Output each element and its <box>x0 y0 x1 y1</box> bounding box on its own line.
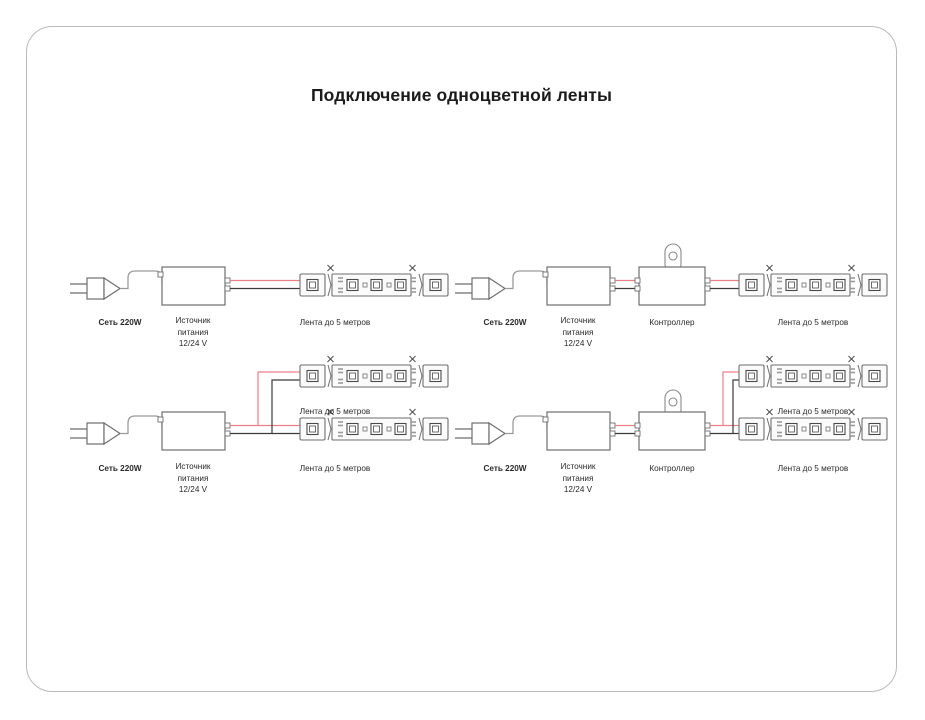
page-title: Подключение одноцветной ленты <box>311 85 612 105</box>
label-mains: Сеть 220W <box>483 464 527 473</box>
label-mains: Сеть 220W <box>483 318 527 327</box>
power-plug-icon <box>70 270 163 301</box>
label-psu-line1: Источник <box>175 316 211 325</box>
power-plug-icon <box>70 415 163 446</box>
led-strip-icon <box>738 273 888 297</box>
led-strip-icon <box>299 273 449 297</box>
controller-icon <box>634 266 711 306</box>
label-psu-line2: питания <box>177 473 209 483</box>
label-psu-line1: Источник <box>560 462 596 471</box>
label-controller: Контроллер <box>649 318 695 327</box>
label-psu-voltage: 12/24 V <box>178 485 208 494</box>
ir-remote-icon <box>664 389 682 419</box>
wire-negative-branch <box>230 379 300 435</box>
cut-mark-icon <box>327 264 416 272</box>
label-psu-line1: Источник <box>560 316 596 325</box>
power-supply-icon <box>542 411 616 451</box>
led-strip-icon-lower <box>299 408 449 441</box>
label-psu-line2: питания <box>562 473 594 483</box>
diagram-card: Подключение одноцветной ленты <box>26 26 897 692</box>
label-controller: Контроллер <box>649 464 695 473</box>
label-mains: Сеть 220W <box>98 464 142 473</box>
wire-positive-branch <box>710 371 739 427</box>
power-supply-icon <box>157 411 231 451</box>
power-supply-icon <box>157 266 231 306</box>
label-psu-voltage: 12/24 V <box>563 485 593 494</box>
cut-mark-icon <box>766 264 855 272</box>
led-strip-icon-upper <box>299 355 449 388</box>
label-psu-line2: питания <box>562 327 594 337</box>
label-psu-voltage: 12/24 V <box>178 339 208 348</box>
label-strip: Лента до 5 метров <box>777 318 849 327</box>
label-strip-lower: Лента до 5 метров <box>299 464 371 473</box>
label-strip-lower: Лента до 5 метров <box>777 464 849 473</box>
label-psu-line1: Источник <box>175 462 211 471</box>
label-strip: Лента до 5 метров <box>299 318 371 327</box>
led-strip-icon-upper <box>738 355 888 388</box>
label-psu-voltage: 12/24 V <box>563 339 593 348</box>
power-supply-icon <box>542 266 616 306</box>
wire-negative-branch <box>710 379 739 435</box>
wire-positive-branch <box>230 371 300 427</box>
power-plug-icon <box>455 415 548 446</box>
label-strip-upper: Лента до 5 метров <box>777 407 849 416</box>
controller-icon <box>634 411 711 451</box>
label-mains: Сеть 220W <box>98 318 142 327</box>
label-strip-upper: Лента до 5 метров <box>299 407 371 416</box>
label-psu-line2: питания <box>177 327 209 337</box>
power-plug-icon <box>455 270 548 301</box>
led-strip-icon-lower <box>738 408 888 441</box>
